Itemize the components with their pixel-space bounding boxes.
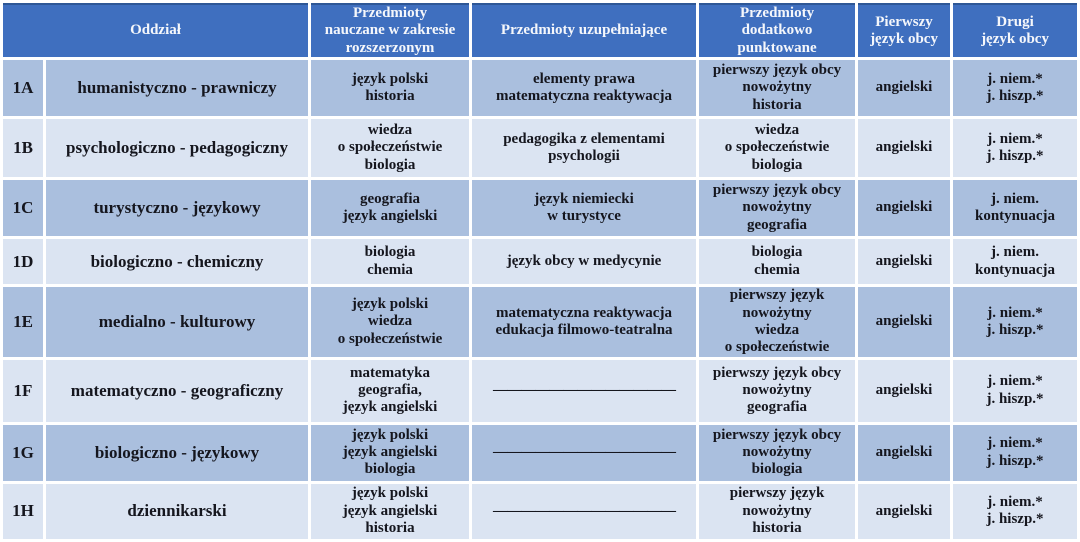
scored-subjects-cell: biologia chemia <box>699 239 856 285</box>
header-second-foreign-language: Drugi język obcy <box>953 3 1078 58</box>
extended-subjects-cell: wiedza o społeczeństwie biologia <box>311 119 470 178</box>
first-language-cell: angielski <box>858 60 951 117</box>
second-language-cell: j. niem.* j. hiszp.* <box>953 424 1078 481</box>
first-language-cell: angielski <box>858 359 951 422</box>
extended-subjects-cell: geografia język angielski <box>311 180 470 237</box>
table-row: 1C turystyczno - językowy geografia języ… <box>3 180 1078 237</box>
supplementary-subjects-cell: matematyczna reaktywacja edukacja filmow… <box>472 287 697 357</box>
extended-subjects-cell: język polski wiedza o społeczeństwie <box>311 287 470 357</box>
supplementary-subjects-cell: pedagogika z elementami psychologii <box>472 119 697 178</box>
first-language-cell: angielski <box>858 180 951 237</box>
extended-subjects-cell: matematyka geografia, język angielski <box>311 359 470 422</box>
extended-subjects-cell: biologia chemia <box>311 239 470 285</box>
class-code: 1C <box>3 180 43 237</box>
scored-subjects-cell: pierwszy język obcy nowożytny biologia <box>699 424 856 481</box>
table-header: Oddział Przedmioty nauczane w zakresie r… <box>3 3 1078 58</box>
class-name: medialno - kulturowy <box>46 287 309 357</box>
class-code: 1H <box>3 483 43 539</box>
second-language-cell: j. niem.* j. hiszp.* <box>953 483 1078 539</box>
extended-subjects-cell: język polski język angielski historia <box>311 483 470 539</box>
extended-subjects-cell: język polski język angielski biologia <box>311 424 470 481</box>
class-name: matematyczno - geograficzny <box>46 359 309 422</box>
class-code: 1D <box>3 239 43 285</box>
table-row: 1D biologiczno - chemiczny biologia chem… <box>3 239 1078 285</box>
table-row: 1E medialno - kulturowy język polski wie… <box>3 287 1078 357</box>
table-row: 1H dziennikarski język polski język angi… <box>3 483 1078 539</box>
second-language-cell: j. niem.* j. hiszp.* <box>953 119 1078 178</box>
supplementary-subjects-cell: ————————————— <box>472 424 697 481</box>
class-name: turystyczno - językowy <box>46 180 309 237</box>
class-name: psychologiczno - pedagogiczny <box>46 119 309 178</box>
table-row: 1B psychologiczno - pedagogiczny wiedza … <box>3 119 1078 178</box>
first-language-cell: angielski <box>858 483 951 539</box>
supplementary-subjects-cell: język niemiecki w turystyce <box>472 180 697 237</box>
second-language-cell: j. niem.* j. hiszp.* <box>953 60 1078 117</box>
class-code: 1B <box>3 119 43 178</box>
scored-subjects-cell: pierwszy język obcy nowożytny geografia <box>699 180 856 237</box>
second-language-cell: j. niem.* j. hiszp.* <box>953 287 1078 357</box>
scored-subjects-cell: pierwszy język nowożytny historia <box>699 483 856 539</box>
first-language-cell: angielski <box>858 239 951 285</box>
class-name: humanistyczno - prawniczy <box>46 60 309 117</box>
scored-subjects-cell: pierwszy język nowożytny wiedza o społec… <box>699 287 856 357</box>
class-name: biologiczno - chemiczny <box>46 239 309 285</box>
second-language-cell: j. niem.* j. hiszp.* <box>953 359 1078 422</box>
header-first-foreign-language: Pierwszy język obcy <box>858 3 951 58</box>
second-language-cell: j. niem. kontynuacja <box>953 180 1078 237</box>
class-code: 1F <box>3 359 43 422</box>
class-name: dziennikarski <box>46 483 309 539</box>
first-language-cell: angielski <box>858 119 951 178</box>
header-supplementary-subjects: Przedmioty uzupełniające <box>472 3 697 58</box>
supplementary-subjects-cell: ————————————— <box>472 483 697 539</box>
class-name: biologiczno - językowy <box>46 424 309 481</box>
extended-subjects-cell: język polski historia <box>311 60 470 117</box>
class-code: 1E <box>3 287 43 357</box>
scored-subjects-cell: pierwszy język obcy nowożytny geografia <box>699 359 856 422</box>
table-row: 1F matematyczno - geograficzny matematyk… <box>3 359 1078 422</box>
class-code: 1A <box>3 60 43 117</box>
supplementary-subjects-cell: ————————————— <box>472 359 697 422</box>
first-language-cell: angielski <box>858 287 951 357</box>
header-row: Oddział Przedmioty nauczane w zakresie r… <box>3 3 1078 58</box>
second-language-cell: j. niem. kontynuacja <box>953 239 1078 285</box>
header-scored-subjects: Przedmioty dodatkowo punktowane <box>699 3 856 58</box>
supplementary-subjects-cell: język obcy w medycynie <box>472 239 697 285</box>
scored-subjects-cell: wiedza o społeczeństwie biologia <box>699 119 856 178</box>
table-row: 1G biologiczno - językowy język polski j… <box>3 424 1078 481</box>
header-extended-subjects: Przedmioty nauczane w zakresie rozszerzo… <box>311 3 470 58</box>
first-language-cell: angielski <box>858 424 951 481</box>
table-row: 1A humanistyczno - prawniczy język polsk… <box>3 60 1078 117</box>
scored-subjects-cell: pierwszy język obcy nowożytny historia <box>699 60 856 117</box>
supplementary-subjects-cell: elementy prawa matematyczna reaktywacja <box>472 60 697 117</box>
table-body: 1A humanistyczno - prawniczy język polsk… <box>3 60 1078 539</box>
header-oddzial: Oddział <box>3 3 309 58</box>
class-code: 1G <box>3 424 43 481</box>
